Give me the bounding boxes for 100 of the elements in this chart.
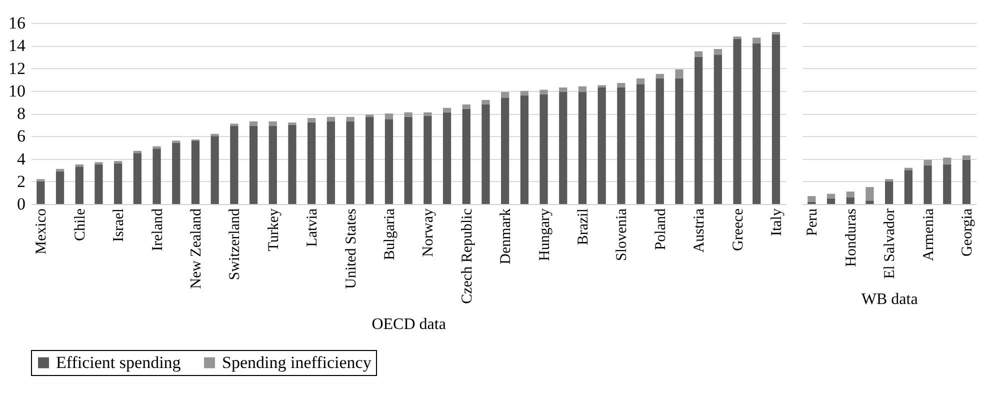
bar — [578, 92, 587, 204]
bar — [326, 116, 335, 122]
bar — [675, 78, 684, 204]
x-axis-title: OECD data — [372, 316, 446, 333]
bar — [808, 196, 816, 202]
bar — [152, 148, 161, 204]
x-tick-label: Peru — [804, 208, 821, 236]
bar — [866, 187, 874, 201]
bar — [656, 78, 664, 204]
bar — [559, 92, 568, 204]
x-tick-label: Latvia — [304, 208, 321, 247]
bar — [442, 112, 452, 204]
bar — [346, 121, 354, 204]
bar — [866, 200, 874, 204]
bar — [598, 87, 606, 204]
bar — [346, 116, 354, 122]
y-tick-label: 0 — [17, 194, 26, 214]
bar — [326, 121, 335, 204]
bar — [540, 90, 548, 94]
bar — [826, 194, 836, 198]
bar — [114, 163, 122, 204]
x-tick-label: Slovenia — [614, 208, 630, 261]
bar — [249, 126, 258, 204]
x-tick-label: Armenia — [920, 208, 937, 261]
bar — [442, 108, 452, 112]
bar — [962, 160, 971, 204]
x-tick-label: Hungary — [536, 208, 553, 261]
x-tick-label: Chile — [72, 208, 88, 241]
bar — [578, 86, 587, 92]
y-tick-label: 14 — [8, 36, 26, 56]
bar — [943, 158, 952, 164]
x-tick-label: Austria — [692, 208, 708, 253]
bar — [424, 112, 432, 116]
bar — [36, 181, 45, 204]
bar — [694, 56, 703, 204]
bar — [424, 116, 432, 204]
x-tick-label: Brazil — [575, 208, 592, 246]
bar — [772, 34, 780, 204]
bar — [733, 38, 742, 204]
x-tick-label: Honduras — [843, 208, 860, 267]
x-tick-label: Ireland — [150, 208, 166, 251]
bar — [636, 84, 645, 204]
bar — [885, 181, 894, 204]
bar — [191, 140, 200, 204]
y-tick-label: 10 — [8, 81, 26, 100]
bar — [482, 100, 490, 104]
bar — [656, 74, 664, 78]
bar — [675, 69, 684, 78]
x-tick-label: El Salvador — [882, 208, 898, 279]
bar — [520, 95, 528, 204]
bar — [404, 116, 412, 204]
bar — [230, 126, 238, 204]
x-tick-label: New Zealand — [188, 208, 204, 289]
bar — [904, 170, 912, 204]
x-tick-label: Norway — [420, 208, 437, 257]
x-tick-label: Poland — [652, 208, 669, 250]
legend-label: Efficient spending — [56, 352, 182, 372]
y-tick-label: 2 — [17, 172, 26, 191]
y-tick-label: 6 — [17, 126, 26, 146]
x-tick-label: Mexico — [34, 208, 50, 254]
bar — [268, 121, 277, 126]
bar — [520, 90, 528, 96]
y-tick-label: 8 — [17, 104, 26, 123]
bar — [172, 142, 180, 204]
bar — [308, 122, 316, 204]
bar — [540, 94, 548, 204]
x-tick-label: Czech Republic — [459, 208, 476, 304]
bar — [75, 166, 84, 204]
x-axis-title: WB data — [861, 290, 918, 308]
x-tick-label: Turkey — [266, 208, 282, 252]
bar — [617, 82, 626, 88]
bar — [501, 98, 510, 204]
bar — [462, 108, 470, 204]
bar — [384, 114, 394, 120]
bar — [636, 78, 645, 84]
x-tick-label: Bulgaria — [382, 208, 398, 260]
x-tick-label: United States — [343, 208, 360, 289]
bar — [462, 104, 470, 109]
x-tick-label: Greece — [730, 208, 746, 251]
bar — [366, 116, 374, 204]
bar — [826, 198, 836, 204]
bar — [559, 87, 568, 92]
bar — [924, 160, 932, 166]
bar — [714, 54, 722, 204]
bar — [714, 49, 722, 55]
y-tick-label: 4 — [17, 149, 26, 168]
bar — [308, 118, 316, 123]
bar — [249, 121, 258, 126]
x-tick-label: Georgia — [959, 208, 976, 257]
bar — [268, 126, 277, 204]
x-tick-label: Israel — [111, 208, 128, 242]
bar — [846, 192, 854, 198]
legend-label: Spending inefficiency — [222, 352, 372, 372]
bar — [404, 112, 412, 117]
bar — [482, 104, 490, 204]
y-tick-label: 16 — [8, 14, 26, 32]
bar — [962, 155, 971, 160]
bar — [694, 51, 703, 57]
bar — [617, 87, 626, 204]
x-tick-label: Switzerland — [227, 208, 244, 280]
